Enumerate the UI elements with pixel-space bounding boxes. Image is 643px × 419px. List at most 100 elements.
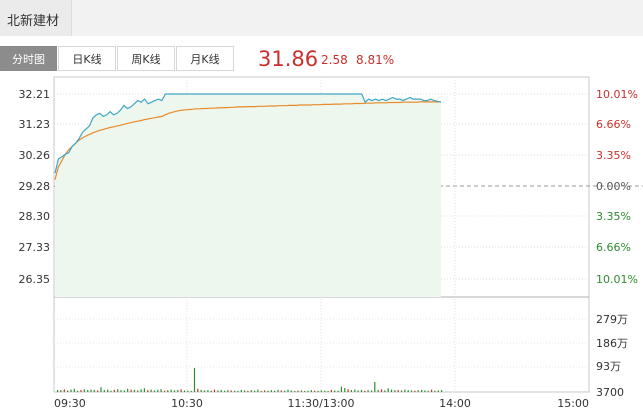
volume-bar	[234, 390, 236, 392]
volume-bar	[367, 390, 369, 392]
tab-monthly-k[interactable]: 月K线	[176, 46, 234, 71]
volume-bar	[227, 390, 229, 392]
volume-bar	[60, 390, 62, 392]
volume-bar	[264, 390, 266, 392]
stock-name: 北新建材	[7, 14, 60, 29]
volume-bar	[143, 388, 145, 392]
x-tick-label: 15:00	[557, 397, 589, 410]
volume-bar	[310, 390, 312, 392]
volume-bar	[147, 390, 149, 392]
volume-bar	[350, 390, 352, 392]
volume-bar	[270, 390, 272, 392]
volume-tick-label: 93万	[596, 360, 621, 373]
volume-bar	[197, 388, 199, 392]
y-tick-label: 29.28	[19, 180, 51, 193]
price-line	[54, 93, 442, 174]
volume-bar	[67, 390, 69, 392]
volume-bar	[203, 390, 206, 392]
volume-bar	[437, 390, 439, 392]
volume-bar	[140, 389, 142, 392]
volume-bar	[267, 390, 269, 392]
volume-bar	[77, 390, 79, 392]
volume-bar	[294, 390, 296, 392]
volume-bar	[297, 390, 299, 392]
y-tick-label: 26.35	[19, 273, 51, 286]
y-right-tick-label: 6.66%	[596, 241, 631, 254]
volume-bar	[324, 390, 326, 392]
volume-bar	[247, 390, 249, 392]
volume-bar	[193, 368, 196, 392]
y-right-tick-label: 6.66%	[596, 118, 631, 131]
volume-bar	[177, 389, 179, 392]
volume-bar	[83, 389, 85, 392]
volume-bar	[200, 389, 202, 392]
volume-bar	[153, 390, 155, 392]
tab-intraday[interactable]: 分时图	[0, 46, 57, 71]
volume-bar	[73, 388, 75, 392]
price-area	[55, 94, 441, 297]
volume-bar	[127, 388, 129, 392]
volume-bar	[113, 389, 115, 392]
x-tick-label: 14:00	[439, 397, 471, 410]
volume-bar	[330, 389, 332, 392]
volume-bar	[317, 390, 319, 392]
y-tick-label: 30.26	[19, 149, 51, 162]
volume-bar	[257, 389, 259, 392]
volume-bar	[80, 389, 82, 392]
price-change: 2.58	[321, 53, 348, 67]
y-tick-label: 27.33	[19, 241, 51, 254]
avg-price-line	[54, 101, 441, 180]
y-tick-label: 31.23	[19, 118, 51, 131]
volume-bar	[374, 381, 376, 392]
volume-bar	[377, 389, 379, 392]
volume-bar	[404, 389, 406, 392]
volume-bar	[207, 390, 209, 392]
volume-bar	[354, 389, 356, 392]
y-right-tick-label: 10.01%	[596, 88, 638, 101]
volume-bar	[337, 390, 339, 392]
y-right-tick-label: 0.00%	[596, 180, 631, 193]
volume-bar	[274, 390, 276, 392]
volume-bar	[217, 390, 219, 392]
title-bar: 北新建材	[0, 0, 643, 36]
volume-bar	[347, 389, 349, 392]
volume-tick-label: 3700	[596, 386, 624, 399]
volume-bar	[87, 390, 89, 392]
volume-bar	[173, 390, 176, 392]
volume-bar	[441, 390, 443, 392]
volume-bar	[100, 387, 102, 392]
price-change-pct: 8.81%	[356, 53, 395, 67]
stock-title-box[interactable]: 北新建材	[0, 0, 72, 36]
volume-bar	[254, 390, 256, 392]
volume-bar	[150, 389, 152, 392]
volume-bar	[407, 390, 409, 392]
volume-bar	[213, 389, 216, 392]
volume-bar	[417, 390, 419, 392]
x-tick-label: 11:30/13:00	[287, 397, 354, 410]
x-tick-label: 09:30	[54, 397, 86, 410]
volume-bar	[107, 389, 109, 392]
volume-bar	[380, 389, 383, 392]
volume-bar	[93, 389, 95, 392]
volume-bar	[157, 389, 159, 392]
volume-bar	[344, 388, 346, 392]
volume-bar	[180, 389, 182, 392]
tab-weekly-k[interactable]: 周K线	[117, 46, 175, 71]
volume-bar	[97, 390, 99, 392]
volume-bar	[123, 390, 125, 392]
volume-bar	[210, 390, 212, 392]
volume-bar	[431, 389, 433, 392]
volume-bar	[187, 390, 189, 392]
volume-tick-label: 279万	[596, 313, 628, 326]
volume-bar	[160, 389, 162, 392]
volume-bar	[220, 389, 222, 392]
volume-bar	[163, 390, 166, 392]
y-tick-label: 28.30	[19, 210, 51, 223]
volume-bar	[277, 389, 279, 392]
volume-bar	[70, 389, 72, 392]
volume-bar	[327, 390, 329, 392]
volume-bar	[340, 386, 342, 392]
axis-labels: 32.21 31.23 30.26 29.28 28.30 27.33 26.35 10.01…	[19, 88, 638, 410]
volume-bar	[390, 389, 393, 392]
tab-daily-k[interactable]: 日K线	[58, 46, 116, 71]
